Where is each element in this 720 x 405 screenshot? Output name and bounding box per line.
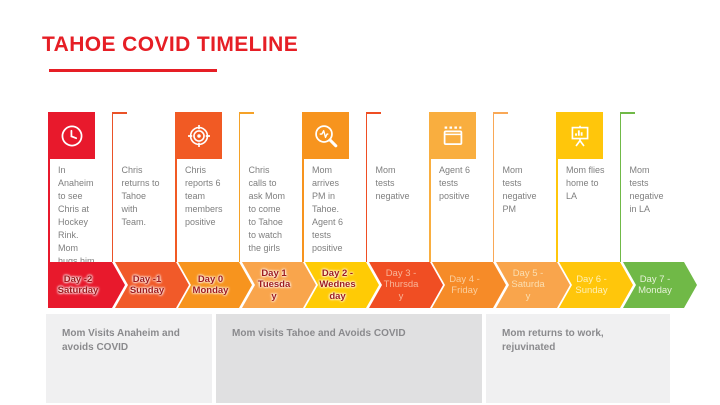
event-description: Mom tests negative	[375, 165, 410, 201]
timeline-column: Mom tests negative PM Day 5 - Saturday	[492, 0, 571, 405]
timeline-column: Chris reports 6 team members positive Da…	[175, 0, 253, 405]
event-icon-badge	[429, 112, 476, 159]
timeline-tick	[492, 112, 508, 114]
day-arrow	[178, 262, 252, 308]
clock-icon	[61, 125, 82, 146]
event-description: Chris calls to ask Mom to come to Tahoe …	[248, 165, 286, 253]
day-label: Day 6 - Sunday	[575, 273, 608, 297]
event-icon-badge	[556, 112, 603, 159]
day-arrow	[48, 262, 125, 308]
event-description: Mom tests negative in LA	[629, 165, 664, 214]
calendar-icon	[443, 125, 462, 145]
search-pulse-icon	[314, 124, 337, 147]
timeline-connector	[48, 158, 50, 262]
event-icon-badge	[48, 112, 95, 159]
timeline-column: Chris returns to Tahoe with Team. Day -1…	[111, 0, 190, 405]
timeline-tick	[238, 112, 254, 114]
day-label: Day 5 - Saturday	[511, 267, 545, 302]
day-label: Day 0 Monday	[192, 273, 229, 297]
day-arrow	[114, 262, 189, 308]
day-arrow	[622, 262, 697, 308]
event-description: Chris returns to Tahoe with Team.	[121, 165, 160, 227]
event-description: In Anaheim to see Chris at Hockey Rink. …	[58, 165, 98, 266]
day-label: Day 3 - Thursday	[383, 267, 419, 302]
timeline-connector	[556, 158, 558, 262]
timeline-column: Mom tests negative Day 3 - Thursday	[365, 0, 444, 405]
day-arrow	[495, 262, 570, 308]
timeline-tick	[111, 112, 127, 114]
timeline-connector	[175, 158, 177, 262]
event-description: Mom arrives PM in Tahoe. Agent 6 tests p…	[312, 165, 344, 253]
day-label: Day 1 Tuesday	[257, 267, 291, 302]
event-description: Chris reports 6 team members positive	[185, 165, 223, 227]
timeline-tick	[619, 112, 635, 114]
timeline-connector	[111, 112, 114, 262]
timeline-connector	[429, 158, 431, 262]
title-underline	[49, 69, 217, 72]
timeline-connector	[492, 112, 495, 262]
timeline-connector	[302, 158, 304, 262]
timeline-connector	[365, 112, 368, 262]
day-label: Day -1 Sunday	[129, 273, 165, 297]
timeline-column: Mom arrives PM in Tahoe. Agent 6 tests p…	[302, 0, 380, 405]
timeline-column: In Anaheim to see Chris at Hockey Rink. …	[48, 0, 126, 405]
target-icon	[187, 124, 210, 147]
timeline-column: Chris calls to ask Mom to come to Tahoe …	[238, 0, 317, 405]
event-icon-badge	[175, 112, 222, 159]
timeline-column: Mom flies home to LA Day 6 - Sunday	[556, 0, 634, 405]
day-arrow	[241, 262, 316, 308]
summary-text: Mom Visits Anaheim and avoids COVID	[62, 328, 180, 353]
day-arrow	[432, 262, 506, 308]
presentation-chart-icon	[571, 125, 588, 147]
day-arrow	[559, 262, 633, 308]
summary-box-anaheim: Mom Visits Anaheim and avoids COVID	[46, 314, 212, 403]
timeline-connector	[619, 112, 622, 262]
day-arrow	[368, 262, 443, 308]
day-label: Day 2 - Wednesday	[319, 267, 356, 302]
day-label: Day -2 Saturday	[57, 273, 99, 297]
summary-text: Mom visits Tahoe and Avoids COVID	[232, 328, 406, 339]
day-arrow	[305, 262, 379, 308]
page-title: TAHOE COVID TIMELINE	[42, 33, 299, 56]
timeline-column: Agent 6 tests positive Day 4 - Friday	[429, 0, 507, 405]
summary-box-return: Mom returns to work, rejuvinated	[486, 314, 670, 403]
event-description: Mom flies home to LA	[566, 165, 605, 201]
timeline-tick	[365, 112, 381, 114]
event-description: Mom tests negative PM	[502, 165, 537, 214]
summary-text: Mom returns to work, rejuvinated	[502, 328, 604, 353]
timeline-column: Mom tests negative in LA Day 7 - Monday	[619, 0, 698, 405]
event-icon-badge	[302, 112, 349, 159]
day-label: Day 4 - Friday	[449, 273, 480, 297]
timeline-connector	[238, 112, 241, 262]
event-description: Agent 6 tests positive	[439, 165, 471, 201]
day-label: Day 7 - Monday	[638, 273, 672, 297]
summary-box-tahoe: Mom visits Tahoe and Avoids COVID	[216, 314, 482, 403]
